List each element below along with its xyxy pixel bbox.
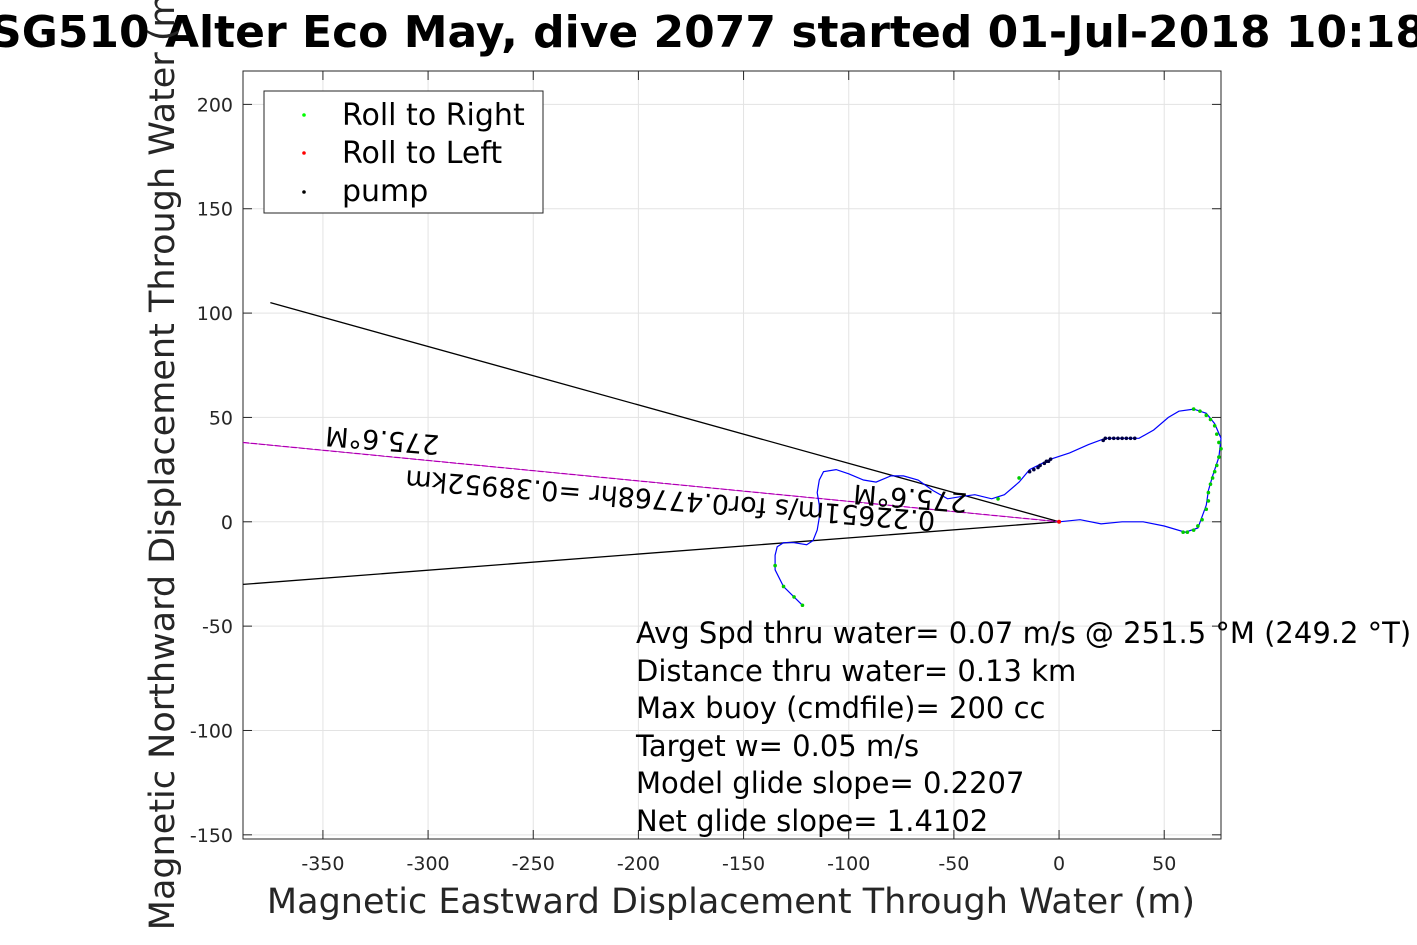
- roll-right-marker: [1200, 517, 1204, 522]
- legend-marker-roll-left: [302, 151, 306, 155]
- y-axis-label: Magnetic Northward Displacement Through …: [143, 0, 183, 930]
- roll-right-marker: [1198, 409, 1202, 413]
- roll-right-marker: [1204, 507, 1209, 512]
- roll-right-marker: [1185, 530, 1190, 535]
- roll-right-marker: [773, 563, 777, 568]
- pump-marker: [1027, 469, 1032, 474]
- roll-left-marker: [1057, 519, 1062, 524]
- stat-target-w: Target w= 0.05 m/s: [635, 729, 919, 763]
- roll-right-marker: [1219, 446, 1223, 451]
- roll-right-marker: [1217, 440, 1221, 445]
- y-tick-label: -100: [190, 720, 233, 742]
- pump-marker: [1132, 436, 1137, 441]
- roll-right-marker: [1204, 413, 1209, 418]
- plot-frame: [242, 70, 1222, 840]
- x-tick-label: -50: [938, 853, 969, 875]
- y-tick-label: 100: [197, 303, 233, 325]
- pump-marker: [1116, 436, 1120, 441]
- roll-right-marker: [1206, 490, 1211, 495]
- roll-right-marker: [1196, 524, 1200, 528]
- x-tick-label: -100: [827, 853, 870, 875]
- roll-right-marker: [1212, 469, 1217, 474]
- y-tick-label: -150: [190, 825, 233, 847]
- pump-marker: [1103, 436, 1108, 441]
- pump-marker: [1111, 436, 1116, 441]
- stat-distance: Distance thru water= 0.13 km: [636, 654, 1076, 688]
- roll-right-marker: [1212, 423, 1217, 428]
- y-tick-label: 0: [221, 512, 233, 534]
- roll-right-marker: [1191, 528, 1196, 532]
- axis-ticks: -350 -300 -250 -200 -150 -100 -50 0 50 200 150 100 5…: [190, 71, 1221, 875]
- x-tick-label: -200: [617, 853, 660, 875]
- x-tick-label: 0: [1053, 853, 1065, 875]
- roll-right-marker: [1208, 482, 1213, 487]
- pump-marker: [1038, 463, 1042, 468]
- line-bearing_lower: [242, 521, 1060, 586]
- legend-box: [263, 90, 544, 214]
- roll-right-marker: [800, 603, 805, 608]
- y-tick-label: 200: [197, 94, 233, 116]
- y-tick-label: -50: [202, 616, 233, 638]
- y-tick-label: 150: [197, 199, 233, 221]
- roll-right-marker: [1210, 476, 1215, 480]
- dive-stats: Avg Spd thru water= 0.07 m/s @ 251.5 °M …: [635, 616, 1411, 838]
- stat-model-glide-slope: Model glide slope= 0.2207: [636, 766, 1024, 800]
- line-current-core: [242, 442, 1060, 523]
- pump-marker: [1128, 436, 1133, 441]
- line-bearing_upper: [270, 302, 1060, 523]
- roll-right-marker: [1206, 499, 1211, 503]
- x-tick-label: -150: [722, 853, 765, 875]
- roll-right-marker: [1191, 407, 1196, 411]
- pump-marker: [1107, 436, 1112, 441]
- legend-marker-roll-right: [302, 113, 306, 117]
- pump-marker: [1032, 467, 1036, 472]
- roll-right-marker: [1217, 455, 1221, 459]
- x-axis-label: Magnetic Eastward Displacement Through W…: [267, 882, 1195, 922]
- x-tick-label: -250: [512, 853, 555, 875]
- pump-marker: [1124, 436, 1129, 441]
- roll-right-marker: [1214, 432, 1219, 436]
- legend: Roll to Right Roll to Left pump: [263, 90, 544, 214]
- chart-title: SG510 Alter Eco May, dive 2077 started 0…: [0, 7, 1417, 58]
- pump-marker: [1048, 457, 1053, 461]
- stat-avg-speed: Avg Spd thru water= 0.07 m/s @ 251.5 °M …: [636, 616, 1411, 650]
- roll-right-marker: [1181, 530, 1185, 535]
- x-tick-label: -300: [407, 853, 450, 875]
- legend-label-pump: pump: [342, 174, 428, 209]
- reference-lines: [242, 302, 1060, 586]
- roll-right-marker: [1214, 463, 1219, 468]
- roll-markers: [773, 407, 1223, 608]
- pump-marker: [1120, 436, 1124, 441]
- legend-label-roll-right: Roll to Right: [342, 98, 525, 133]
- stat-max-buoy: Max buoy (cmdfile)= 200 cc: [636, 691, 1045, 725]
- roll-right-marker: [792, 595, 796, 599]
- x-tick-label: -350: [301, 853, 344, 875]
- heading-label-far: 275.6°M: [324, 420, 440, 460]
- y-tick-label: 50: [209, 407, 233, 429]
- legend-marker-pump: [302, 190, 306, 194]
- roll-right-marker: [1208, 417, 1213, 422]
- roll-right-marker: [996, 497, 1000, 501]
- roll-right-marker: [1017, 476, 1021, 480]
- roll-right-marker: [781, 584, 786, 589]
- x-tick-label: 50: [1152, 853, 1176, 875]
- stat-net-glide-slope: Net glide slope= 1.4102: [636, 804, 988, 838]
- legend-label-roll-left: Roll to Left: [342, 136, 502, 171]
